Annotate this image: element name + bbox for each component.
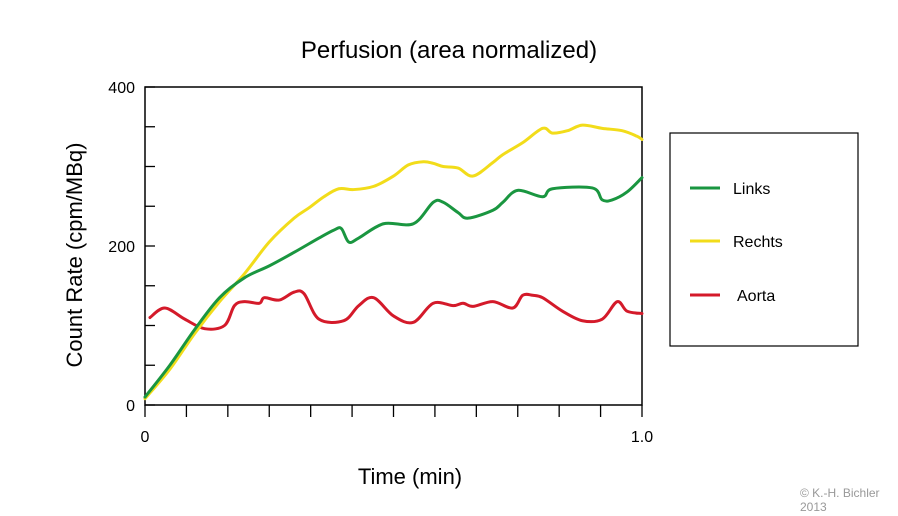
chart-title: Perfusion (area normalized) [301, 37, 597, 64]
series-line-links [143, 176, 644, 399]
legend-label-rechts: Rechts [733, 234, 783, 251]
legend: Links Rechts Aorta [690, 181, 783, 305]
x-tick-label: 1.0 [631, 429, 653, 446]
legend-label-aorta: Aorta [737, 288, 775, 305]
x-tick-label: 0 [141, 429, 150, 446]
copyright-line-2: 2013 [800, 500, 827, 514]
legend-label-links: Links [733, 181, 770, 198]
y-tick-label: 200 [108, 239, 135, 256]
x-axis-label: Time (min) [358, 464, 462, 489]
axis-ticks: 0 200 400 0 1.0 [108, 80, 653, 446]
y-axis-label: Count Rate (cpm/MBq) [62, 143, 87, 368]
series-line-rechts [143, 123, 644, 401]
copyright-note: © K.-H. Bichler 2013 [800, 486, 880, 514]
y-tick-label: 400 [108, 80, 135, 97]
copyright-line-1: © K.-H. Bichler [800, 486, 880, 500]
series-lines [143, 123, 644, 401]
y-tick-label: 0 [126, 398, 135, 415]
series-line-aorta [148, 289, 644, 331]
plot-frame [144, 86, 643, 406]
